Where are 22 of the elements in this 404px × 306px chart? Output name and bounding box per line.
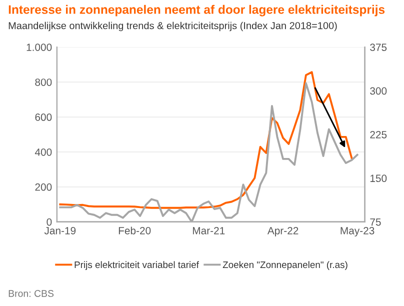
y-tick-label: 600 — [35, 114, 52, 121]
chart-subtitle: Maandelijkse ontwikkeling trends & elektriciteitsprijs (Index Jan 2018=100) — [8, 22, 337, 32]
y2-tick-label: 225 — [370, 130, 387, 138]
y2-tick-label: 75 — [370, 218, 381, 226]
legend-label: Zoeken "Zonnepanelen" (r.as) — [222, 261, 348, 270]
text: Bron: CBS — [8, 290, 54, 297]
line-series — [59, 71, 353, 209]
y-tick-label: 400 — [34, 148, 52, 156]
x-tick-label: Feb-20 — [118, 226, 151, 234]
y-tick-label: 200 — [35, 183, 52, 191]
legend-label: Prijs elektriciteit variabel tarief — [74, 261, 199, 270]
x-tick-label: May-23 — [340, 226, 374, 236]
y-tick-label: 1.000 — [26, 44, 52, 51]
y2-tick-label: 300 — [370, 87, 387, 95]
y2-tick-label: 150 — [370, 174, 387, 182]
x-tick-label: Mar-21 — [192, 226, 225, 234]
x-tick-label: Apr-22 — [267, 226, 298, 236]
x-tick-label: Jan-19 — [44, 226, 76, 234]
y-tick-label: 0 — [46, 218, 52, 226]
chart-title: Interesse in zonnepanelen neemt af door lagere elektriciteitsprijs — [8, 4, 385, 16]
y2-tick-label: 375 — [370, 44, 387, 51]
y-tick-label: 800 — [35, 78, 52, 86]
